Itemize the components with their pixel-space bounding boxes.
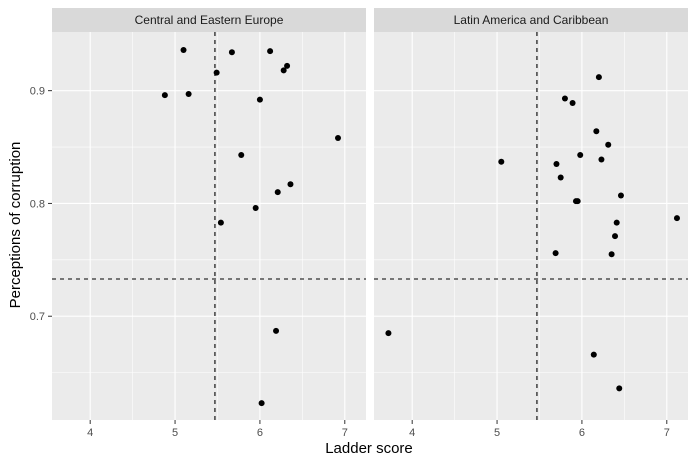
y-tick-label: 0.8 bbox=[30, 198, 45, 210]
data-point bbox=[569, 100, 576, 107]
data-point bbox=[256, 96, 263, 103]
x-tick-label: 6 bbox=[579, 427, 585, 439]
data-point bbox=[258, 400, 265, 407]
panel-background bbox=[374, 32, 688, 420]
data-point bbox=[334, 135, 341, 142]
data-point bbox=[161, 92, 168, 99]
data-point bbox=[561, 95, 568, 102]
data-point bbox=[185, 91, 192, 98]
data-point bbox=[284, 62, 291, 69]
data-point bbox=[612, 233, 619, 240]
data-point bbox=[605, 141, 612, 148]
data-point bbox=[577, 151, 584, 158]
data-point bbox=[553, 160, 560, 167]
data-point bbox=[267, 48, 274, 55]
data-point bbox=[593, 128, 600, 135]
data-point bbox=[385, 330, 392, 337]
x-tick-label: 4 bbox=[87, 427, 93, 439]
x-tick-label: 5 bbox=[172, 427, 178, 439]
y-tick-label: 0.9 bbox=[30, 86, 45, 98]
data-point bbox=[228, 49, 235, 56]
data-point bbox=[574, 198, 581, 205]
x-tick-label: 6 bbox=[257, 427, 263, 439]
y-tick-label: 0.7 bbox=[30, 311, 45, 323]
x-tick-label: 7 bbox=[342, 427, 348, 439]
data-point bbox=[280, 67, 287, 74]
y-axis-title: Perceptions of corruption bbox=[7, 142, 24, 309]
data-point bbox=[498, 158, 505, 165]
data-point bbox=[616, 385, 623, 392]
x-tick-label: 7 bbox=[664, 427, 670, 439]
facet-strip bbox=[52, 8, 366, 32]
data-point bbox=[598, 156, 605, 163]
data-point bbox=[274, 189, 281, 196]
data-point bbox=[252, 204, 259, 211]
data-point bbox=[287, 181, 294, 188]
data-point bbox=[595, 74, 602, 81]
data-point bbox=[552, 250, 559, 257]
facet-title: Central and Eastern Europe bbox=[135, 13, 284, 27]
data-point bbox=[590, 351, 597, 358]
data-point bbox=[608, 251, 615, 258]
data-point bbox=[617, 192, 624, 199]
data-point bbox=[213, 69, 220, 76]
panel-background bbox=[52, 32, 366, 420]
x-axis-title: Ladder score bbox=[325, 440, 413, 457]
x-tick-label: 5 bbox=[494, 427, 500, 439]
data-point bbox=[557, 174, 564, 181]
data-point bbox=[673, 215, 680, 222]
facet-panel: Central and Eastern Europe 4 5 6 7 bbox=[52, 8, 366, 439]
data-point bbox=[613, 219, 620, 226]
data-point bbox=[217, 219, 224, 226]
x-tick-label: 4 bbox=[409, 427, 415, 439]
facet-title: Latin America and Caribbean bbox=[454, 13, 609, 27]
facet-panel: Latin America and Caribbean 4 5 6 7 bbox=[374, 8, 688, 439]
data-point bbox=[180, 47, 187, 54]
data-point bbox=[273, 327, 280, 334]
data-point bbox=[238, 151, 245, 158]
facet-strip bbox=[374, 8, 688, 32]
